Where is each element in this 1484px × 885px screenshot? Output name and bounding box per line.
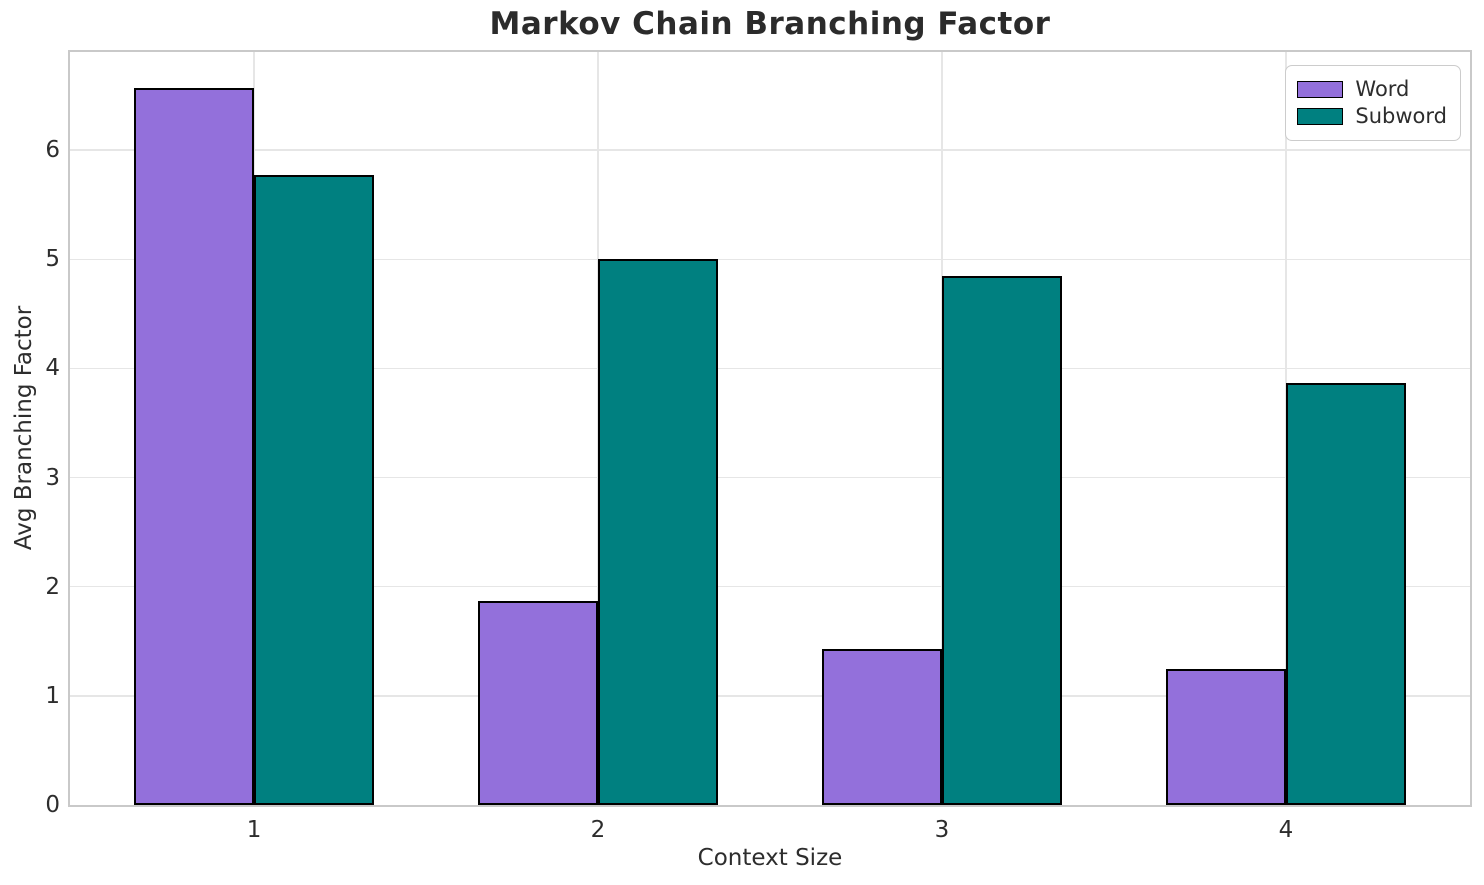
legend-item-word: Word: [1297, 78, 1447, 101]
y-tick-label-4: 4: [45, 355, 60, 382]
legend-swatch-word-icon: [1297, 81, 1344, 98]
h-gridline-1: [70, 695, 1470, 697]
bar-subword-3: [941, 275, 1063, 805]
legend-label-subword: Subword: [1355, 104, 1447, 128]
h-gridline-3: [70, 476, 1470, 479]
y-tick-label-1: 1: [45, 682, 60, 709]
y-tick-label-3: 3: [45, 464, 60, 491]
legend-item-subword: Subword: [1297, 105, 1447, 128]
y-tick-label-2: 2: [45, 573, 60, 600]
legend-swatch-subword-icon: [1297, 108, 1344, 125]
bar-word-4: [1165, 668, 1286, 805]
y-tick-label-6: 6: [45, 137, 60, 164]
bar-subword-1: [254, 175, 375, 805]
h-gridline-4: [70, 367, 1470, 370]
x-tick-label-3: 3: [934, 817, 950, 843]
chart-title: Markov Chain Branching Factor: [489, 6, 1051, 42]
legend-label-word: Word: [1355, 77, 1410, 101]
bar-word-3: [821, 648, 942, 805]
bar-subword-2: [598, 259, 719, 805]
h-gridline-6: [70, 149, 1470, 151]
legend: Word Subword: [1285, 65, 1461, 141]
y-axis-label: Avg Branching Factor: [11, 305, 37, 551]
bar-word-2: [477, 600, 598, 805]
x-tick-label-2: 2: [590, 817, 606, 843]
bar-word-1: [133, 88, 255, 805]
x-tick-label-1: 1: [246, 817, 262, 843]
bar-subword-4: [1285, 382, 1407, 805]
plot-area: Word Subword: [68, 50, 1472, 807]
y-tick-label-0: 0: [45, 792, 60, 818]
h-gridline-5: [70, 258, 1470, 261]
x-tick-label-4: 4: [1278, 817, 1294, 843]
y-tick-label-5: 5: [45, 246, 60, 273]
x-axis-label: Context Size: [697, 845, 843, 871]
h-gridline-2: [70, 585, 1470, 588]
